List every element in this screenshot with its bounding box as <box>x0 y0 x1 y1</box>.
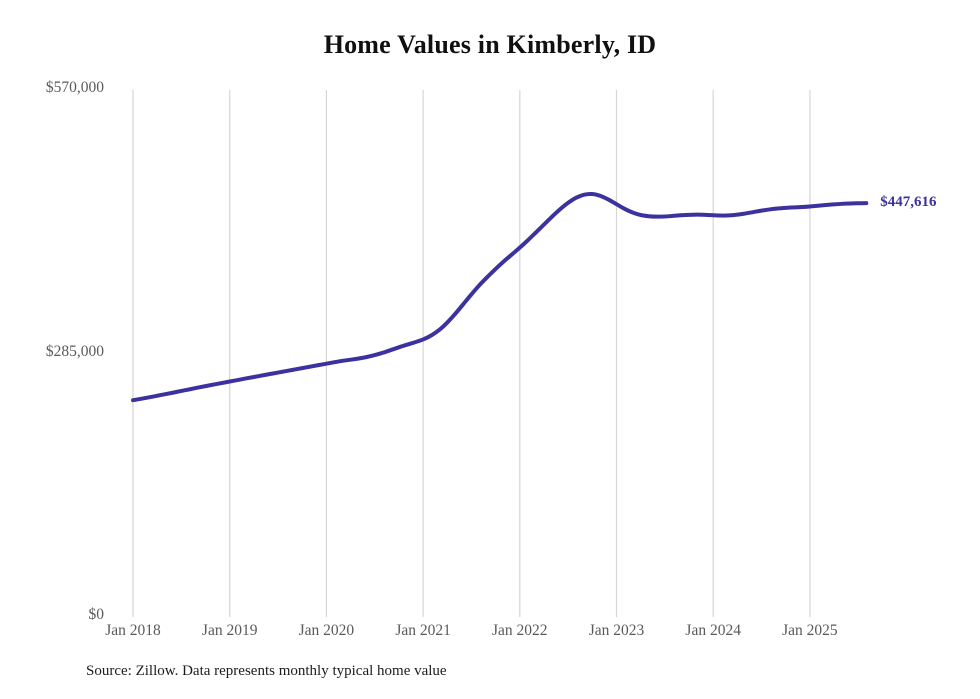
x-axis-tick-label: Jan 2018 <box>105 622 161 639</box>
end-value-annotation: $447,616 <box>880 194 937 211</box>
x-axis-tick-label: Jan 2025 <box>782 622 838 639</box>
x-axis-tick-label: Jan 2024 <box>685 622 741 639</box>
y-axis-tick-label: $570,000 <box>45 79 104 96</box>
x-axis-tick-label: Jan 2020 <box>298 622 355 639</box>
x-axis-tick-label: Jan 2019 <box>201 622 258 639</box>
x-axis-tick-label: Jan 2022 <box>492 622 548 639</box>
x-axis-tick-label: Jan 2023 <box>588 622 645 639</box>
chart-title: Home Values in Kimberly, ID <box>323 30 657 59</box>
data-line-series-typical-home-value <box>131 191 869 403</box>
gridline-group <box>132 90 811 617</box>
x-axis-tick-label: Jan 2021 <box>395 622 451 639</box>
y-axis-tick-label: $0 <box>88 606 105 623</box>
source-note: Source: Zillow. Data represents monthly … <box>86 663 447 679</box>
y-axis-tick-label: $285,000 <box>45 342 104 360</box>
